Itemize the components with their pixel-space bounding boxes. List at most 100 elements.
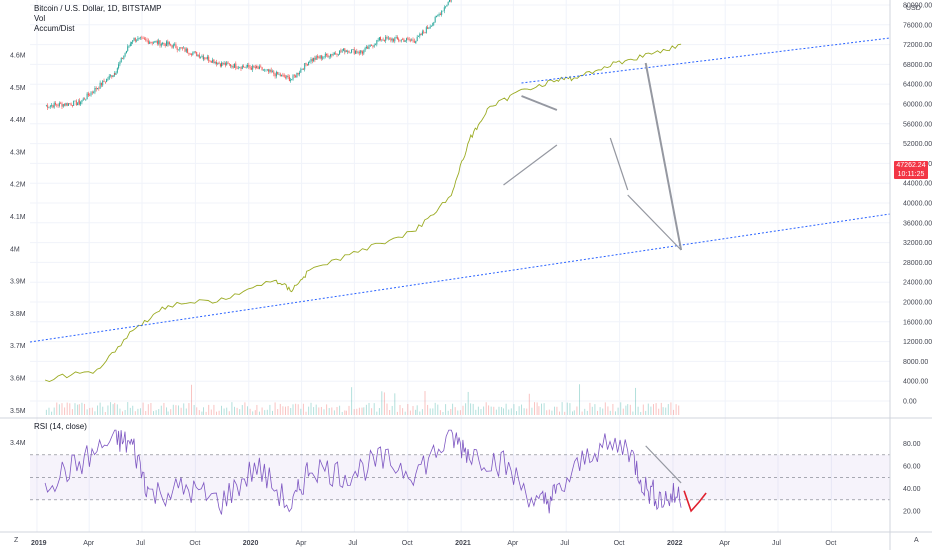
candle-body — [341, 50, 343, 52]
volume-bar — [313, 407, 315, 415]
candle-body — [69, 103, 71, 105]
candle-body — [54, 103, 56, 105]
candle-body — [176, 48, 178, 50]
candle-body — [103, 80, 105, 82]
auto-scale-toggle[interactable]: A — [914, 537, 919, 544]
candle-body — [402, 39, 404, 41]
candle-body — [78, 100, 80, 105]
candle-body — [133, 37, 135, 41]
candle-body — [172, 44, 174, 48]
volume-bar — [589, 402, 591, 415]
volume-bar — [586, 410, 588, 415]
volume-bar — [295, 403, 297, 415]
volume-bar — [341, 411, 343, 415]
candle-body — [217, 62, 219, 65]
volume-bar — [61, 403, 63, 415]
candle-body — [89, 95, 91, 96]
candle-body — [275, 71, 277, 77]
volume-bar — [475, 409, 477, 415]
lower-trendline — [29, 213, 891, 343]
candle-body — [377, 40, 379, 41]
volume-bar — [488, 405, 490, 415]
volume-bar — [228, 411, 230, 415]
volume-bar — [447, 410, 449, 415]
price-tick: 76000.00 — [903, 22, 932, 29]
candle-body — [292, 75, 294, 80]
volume-bar — [627, 404, 629, 415]
candle-body — [213, 59, 215, 64]
volume-bar — [508, 409, 510, 415]
price-tick: 44000.00 — [903, 181, 932, 188]
candle-body — [123, 55, 125, 59]
candle-body — [87, 93, 89, 96]
candle-body — [122, 57, 124, 59]
volume-bar — [599, 407, 601, 415]
volume-bar — [409, 410, 411, 415]
time-tick: Apr — [296, 540, 308, 547]
volume-bar — [58, 404, 60, 415]
candle-body — [386, 36, 388, 39]
volume-bar — [564, 411, 566, 415]
candle-body — [441, 10, 443, 15]
candle-body — [296, 72, 298, 78]
candle-body — [333, 53, 335, 55]
volume-bar — [150, 403, 152, 415]
volume-bar — [675, 404, 677, 415]
volume-bar — [282, 406, 284, 415]
candle-body — [253, 65, 255, 67]
candle-body — [352, 49, 354, 50]
time-tick: Jul — [772, 540, 781, 547]
volume-bar — [546, 410, 548, 415]
candle-body — [443, 7, 445, 11]
candle-body — [166, 41, 168, 46]
zoom-toggle[interactable]: Z — [14, 537, 19, 544]
volume-bar — [597, 410, 599, 415]
candle-body — [108, 75, 110, 79]
candle-body — [286, 75, 288, 78]
candle-body — [231, 66, 233, 67]
volume-bar — [166, 407, 168, 415]
candle-body — [309, 61, 311, 63]
accum-dist-tick: 3.7M — [10, 343, 26, 350]
candle-body — [323, 56, 325, 58]
volume-bar — [640, 411, 642, 415]
candle-body — [64, 104, 66, 106]
candle-body — [356, 51, 358, 53]
volume-bar — [271, 410, 273, 415]
last-price-badge[interactable]: 47262.24 10:11:25 — [894, 161, 928, 179]
accum-dist-label: Accum/Dist — [34, 24, 75, 33]
rsi-tick: 60.00 — [903, 464, 921, 471]
candle-body — [420, 33, 422, 36]
price-tick: 68000.00 — [903, 62, 932, 69]
price-tick: 32000.00 — [903, 240, 932, 247]
candle-body — [228, 63, 230, 65]
candle-body — [160, 43, 162, 46]
volume-bar — [381, 391, 383, 415]
volume-bar — [310, 402, 312, 415]
volume-bar — [91, 407, 93, 415]
candle-body — [66, 103, 68, 106]
volume-bar — [241, 405, 243, 415]
accum-dist-path — [44, 43, 682, 382]
volume-bar — [543, 403, 545, 415]
candle-body — [324, 53, 326, 57]
volume-bar — [112, 404, 114, 415]
volume-bar — [503, 408, 505, 415]
volume-bar — [191, 384, 193, 415]
candle-body — [163, 42, 165, 44]
volume-bar — [308, 406, 310, 415]
volume-bar — [274, 402, 276, 415]
volume-bar — [581, 411, 583, 415]
candle-body — [347, 50, 349, 52]
candle-body — [266, 69, 268, 70]
candle-body — [265, 69, 267, 71]
candle-body — [49, 105, 51, 107]
volume-bar — [167, 411, 169, 415]
volume-bar — [218, 410, 220, 415]
candle-body — [236, 67, 238, 69]
accum-dist-tick: 3.9M — [10, 279, 26, 286]
volume-bar — [622, 408, 624, 415]
candle-body — [94, 88, 96, 93]
price-tick: 16000.00 — [903, 319, 932, 326]
volume-bar — [416, 405, 418, 415]
